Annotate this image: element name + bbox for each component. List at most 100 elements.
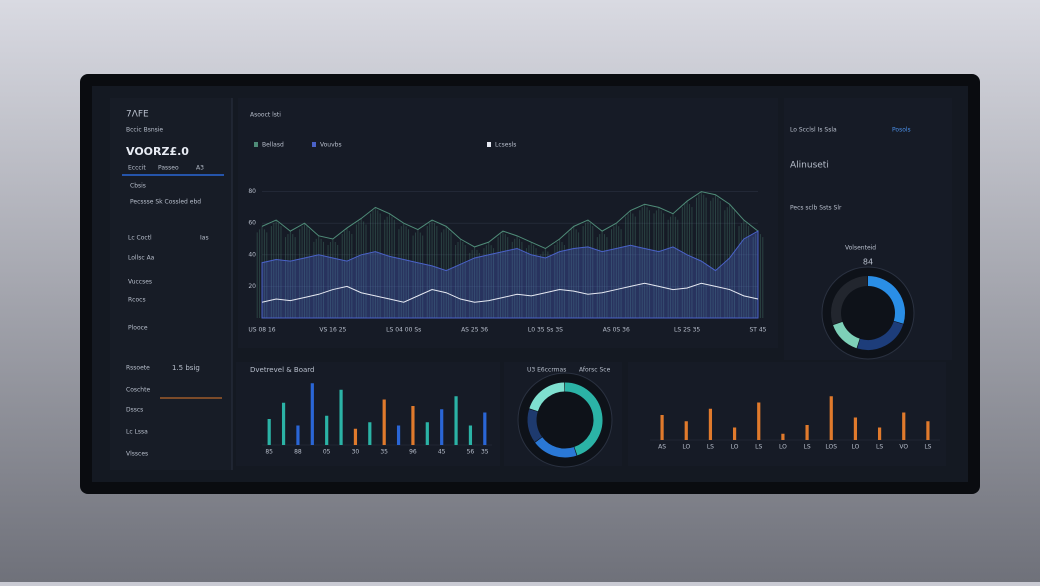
legend-swatch (254, 142, 258, 147)
bar (483, 412, 487, 445)
stats-value: 1.5 bsig (172, 364, 200, 372)
legend-swatch (487, 142, 491, 147)
logo: 7ΛFE (126, 110, 149, 120)
bar (440, 409, 444, 445)
chart-title: U3 E6ccrmas (527, 367, 566, 374)
stats-row: Lc Lssa (126, 429, 148, 436)
right-line: Lo Scclsl Is Ssla (790, 127, 837, 134)
x-tick-label: LO (779, 444, 787, 451)
x-tick-label: LO (851, 444, 859, 451)
area (261, 230, 759, 319)
stats-row: Dsscs (126, 407, 143, 414)
legend-swatch (312, 142, 316, 147)
bar (382, 399, 386, 445)
x-tick-label: 88 (294, 449, 302, 456)
menu-item[interactable]: Rcocs (128, 297, 146, 304)
x-tick-label: 45 (438, 449, 446, 456)
bar (468, 425, 473, 445)
x-tick-label: VS 16 25 (319, 327, 346, 334)
x-tick-label: LOS (825, 444, 837, 451)
tab[interactable]: Passeo (158, 165, 179, 172)
bar (732, 427, 737, 440)
center-value: 84 (863, 258, 873, 267)
menu-item[interactable]: Ias (200, 235, 209, 242)
x-tick-label: LS (876, 444, 883, 451)
bar (660, 415, 664, 440)
right-line: Pecs sclb Ssts Slr (790, 205, 842, 212)
menu-item[interactable]: Pecssse Sk Cossled ebd (130, 199, 201, 206)
menu-item[interactable]: Cbsis (130, 183, 146, 190)
tab[interactable]: Ecccit (128, 165, 146, 172)
x-tick-label: ST 45 (749, 327, 766, 334)
bar (267, 419, 271, 445)
x-tick-label: 85 (265, 449, 273, 456)
bar (310, 383, 314, 445)
donut-segment (529, 382, 565, 412)
tab[interactable]: A3 (196, 165, 204, 172)
chart-tag: Aforsc Sce (579, 367, 611, 374)
x-tick-label: LS (707, 444, 714, 451)
bar (396, 425, 401, 445)
bar (877, 427, 882, 440)
bar-panel (236, 362, 500, 466)
bar (296, 425, 300, 445)
stats-title: Rssoete (126, 365, 150, 372)
x-tick-label: L0 35 Ss 3S (528, 327, 563, 334)
brand: VOORZ£.0 (126, 145, 189, 158)
donut-segment (527, 409, 543, 443)
donut-segment (535, 437, 577, 458)
subtitle: Bccic Bsnsie (126, 127, 163, 134)
bar (684, 421, 688, 440)
x-tick-label: AS 25 36 (461, 327, 488, 334)
x-tick-label: LS (755, 444, 762, 451)
x-tick-label: 35 (481, 449, 489, 456)
legend-label: Bellasd (262, 142, 284, 149)
right-tag[interactable]: Posols (892, 127, 911, 134)
x-tick-label: LS 04 00 Ss (386, 327, 421, 334)
legend-label: Vouvbs (320, 142, 342, 149)
bar (281, 402, 286, 445)
bar (829, 396, 833, 440)
donut-segment (831, 276, 868, 325)
stats-row: Vlssces (126, 451, 148, 458)
menu-item[interactable]: Lc Coctl (128, 235, 152, 242)
y-tick-label: 60 (248, 220, 256, 227)
x-tick-label: LO (682, 444, 690, 451)
bar (339, 389, 343, 445)
y-tick-label: 40 (248, 251, 256, 258)
bar (853, 417, 858, 440)
donut-segment (857, 321, 904, 350)
x-tick-label: US 08 16 (248, 327, 275, 334)
bar (353, 428, 358, 445)
y-tick-label: 20 (248, 283, 256, 290)
line (261, 282, 759, 303)
spike-line (261, 191, 759, 250)
x-tick-label: AS (658, 444, 666, 451)
bar (368, 422, 372, 445)
menu-item[interactable]: Vuccses (128, 279, 152, 286)
bar (902, 412, 906, 440)
y-tick-label: 80 (248, 188, 256, 195)
x-tick-label: LS (924, 444, 931, 451)
bar (425, 422, 429, 445)
donut-segment (564, 382, 603, 456)
chart-title: Dvetrevel & Board (250, 366, 315, 374)
stats-row: Coschte (126, 387, 150, 394)
bar (926, 421, 930, 440)
x-tick-label: LS 2S 35 (674, 327, 700, 334)
donut-segment (833, 321, 860, 349)
x-tick-label: AS 0S 36 (603, 327, 630, 334)
bar (325, 415, 329, 445)
x-tick-label: 56 (467, 449, 475, 456)
menu-item[interactable]: Lollsc Aa (128, 255, 155, 262)
x-tick-label: LS (804, 444, 811, 451)
menu-item[interactable]: Plooce (128, 325, 148, 332)
bar (411, 406, 415, 445)
chart-title: Volsenteid (845, 245, 876, 252)
orange-bar-panel (628, 362, 946, 466)
donut-segment (867, 276, 905, 324)
x-tick-label: 05 (323, 449, 331, 456)
x-tick-label: 96 (409, 449, 417, 456)
right-title: Alinuseti (790, 161, 829, 171)
